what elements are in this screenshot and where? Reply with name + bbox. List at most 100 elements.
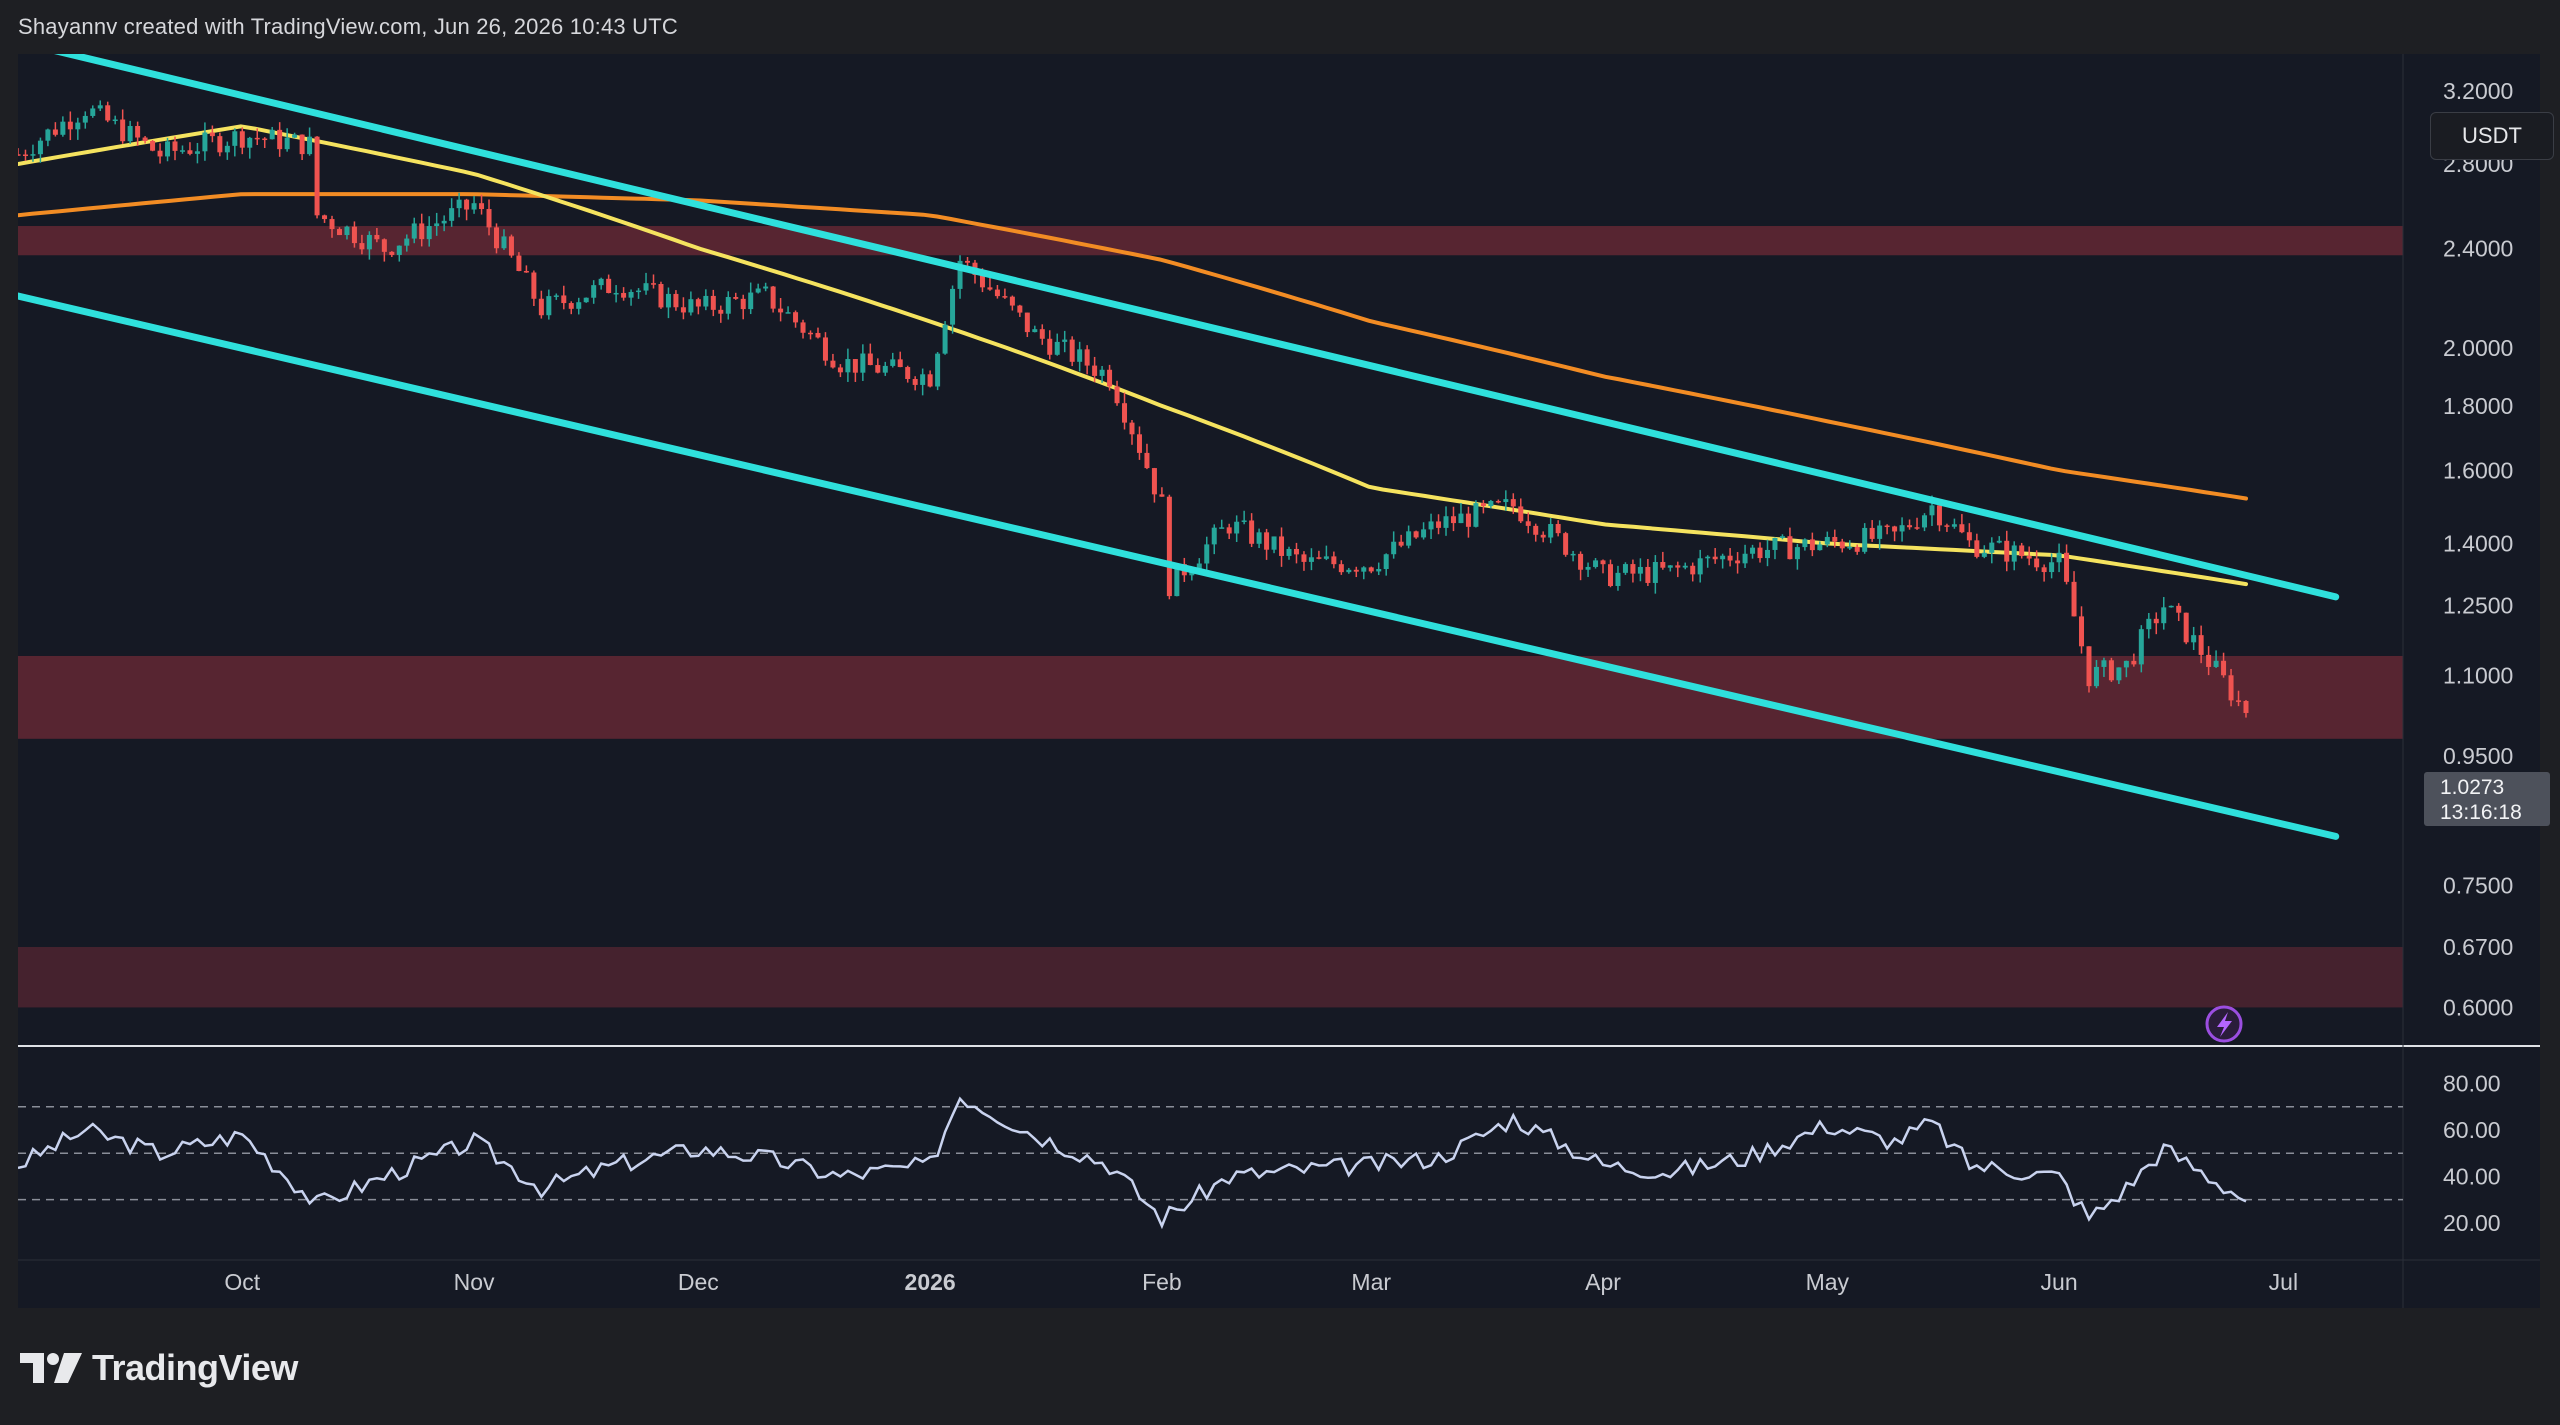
- candle-body: [755, 288, 761, 293]
- candle-body: [22, 154, 28, 157]
- candle-body: [680, 307, 686, 313]
- time-axis-label: Apr: [1585, 1269, 1621, 1295]
- time-axis-label: Oct: [224, 1269, 260, 1295]
- candle-body: [127, 126, 133, 142]
- candle-body: [1772, 537, 1778, 550]
- candle-body: [1742, 553, 1748, 564]
- candle-body: [2116, 667, 2122, 681]
- candle-body: [1256, 532, 1262, 544]
- candle-body: [1286, 548, 1292, 556]
- candle-body: [905, 367, 911, 380]
- candle-body: [710, 295, 716, 310]
- candle-body: [1488, 500, 1494, 507]
- candle-body: [1293, 548, 1299, 555]
- candle-body: [2213, 660, 2219, 667]
- price-axis-label: 3.2000: [2443, 78, 2513, 104]
- chart-canvas[interactable]: 3.20002.80002.40002.00001.80001.60001.40…: [18, 54, 2540, 1308]
- candle-body: [157, 150, 163, 157]
- candle-body: [740, 298, 746, 310]
- candle-body: [1331, 556, 1337, 565]
- candle-body: [224, 145, 230, 153]
- support-resistance-zone: [18, 226, 2403, 256]
- lightning-alert-icon[interactable]: [2205, 1005, 2243, 1043]
- candle-body: [531, 272, 537, 299]
- candle-body: [2079, 616, 2085, 647]
- candle-body: [2176, 605, 2182, 613]
- candle-body: [217, 136, 223, 153]
- candle-body: [523, 270, 529, 273]
- candle-body: [695, 299, 701, 307]
- candle-body: [1525, 521, 1531, 526]
- candle-body: [1802, 539, 1808, 548]
- rsi-line: [18, 1096, 2247, 1230]
- candle-body: [994, 289, 1000, 297]
- candle-body: [1353, 569, 1359, 572]
- candle-body: [2243, 701, 2249, 713]
- candle-body: [45, 129, 51, 141]
- candle-body: [179, 150, 185, 152]
- candle-body: [172, 141, 178, 151]
- candle-body: [1017, 305, 1023, 313]
- candle-body: [1794, 547, 1800, 560]
- candle-body: [621, 292, 627, 298]
- candle-body: [202, 132, 208, 152]
- price-axis-label: 0.6700: [2443, 934, 2513, 960]
- candle-body: [1944, 525, 1950, 527]
- price-axis-label: 0.7500: [2443, 872, 2513, 898]
- candle-body: [18, 154, 21, 156]
- candle-body: [1652, 561, 1658, 583]
- candle-body: [1869, 527, 1875, 539]
- candle-body: [1174, 564, 1180, 597]
- candle-body: [1166, 496, 1172, 597]
- candle-body: [1054, 341, 1060, 355]
- price-axis-label: 1.8000: [2443, 393, 2513, 419]
- tradingview-logo[interactable]: TradingView: [20, 1346, 298, 1390]
- candle-body: [1226, 527, 1232, 534]
- candle-body: [591, 285, 597, 298]
- candle-body: [434, 223, 440, 227]
- candle-body: [479, 203, 485, 210]
- candle-body: [1271, 536, 1277, 550]
- candle-body: [90, 108, 96, 116]
- candle-body: [2049, 562, 2055, 573]
- candle-body: [1450, 516, 1456, 524]
- candle-body: [1099, 369, 1105, 376]
- candle-body: [1922, 515, 1928, 528]
- candle-body: [187, 150, 193, 154]
- candle-body: [613, 292, 619, 295]
- candle-body: [867, 353, 873, 366]
- candle-body: [1533, 525, 1539, 535]
- candle-body: [2161, 607, 2167, 624]
- candle-body: [284, 137, 290, 150]
- candle-body: [1062, 339, 1068, 342]
- candle-body: [2228, 675, 2234, 701]
- candle-body: [105, 105, 111, 121]
- candle-body: [1877, 525, 1883, 539]
- candle-body: [254, 137, 260, 140]
- candle-body: [1503, 499, 1509, 503]
- candle-body: [1690, 565, 1696, 575]
- candle-body: [1323, 556, 1329, 559]
- currency-selector[interactable]: USDT: [2430, 112, 2554, 160]
- candle-body: [2071, 581, 2077, 617]
- candle-body: [1465, 513, 1471, 527]
- candle-body: [165, 141, 171, 157]
- candle-body: [1705, 556, 1711, 559]
- candle-body: [793, 312, 799, 323]
- candle-body: [441, 220, 447, 224]
- candle-body: [1899, 525, 1905, 532]
- candle-body: [1346, 569, 1352, 573]
- candle-body: [1211, 527, 1217, 545]
- candle-body: [351, 226, 357, 244]
- time-axis-label: 2026: [905, 1269, 956, 1295]
- candle-body: [800, 322, 806, 333]
- candle-body: [860, 353, 866, 373]
- moving-average-slow-line: [18, 192, 2248, 501]
- candle-body: [82, 115, 88, 123]
- candle-body: [1862, 527, 1868, 552]
- moving-average-fast-line: [18, 124, 2248, 587]
- moving-averages-layer: [18, 124, 2248, 587]
- candle-body: [493, 227, 499, 249]
- candle-body: [1637, 566, 1643, 574]
- chart-frame[interactable]: 3.2000 2.8000 2.4000 2.0000 1.8000 1.6000 1.40…: [18, 54, 2554, 1308]
